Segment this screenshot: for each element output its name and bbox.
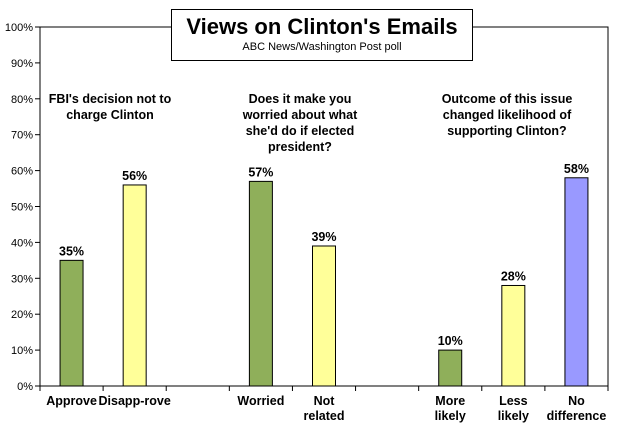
bar-1 xyxy=(122,184,147,387)
bar-2 xyxy=(248,180,273,387)
category-label-6: No difference xyxy=(547,394,607,423)
chart-title-box: Views on Clinton's Emails ABC News/Washi… xyxy=(171,9,473,61)
y-tick-label: 10% xyxy=(11,345,33,357)
y-tick-label: 50% xyxy=(11,202,33,214)
y-tick-label: 90% xyxy=(11,58,33,70)
group-label-worried: Does it make you worried about what she'… xyxy=(242,92,358,154)
category-label-3: Not related xyxy=(304,394,345,423)
bar-0 xyxy=(59,259,84,387)
data-label-1: 56% xyxy=(122,169,147,183)
y-tick-label: 40% xyxy=(11,237,33,249)
group-label-fbi: FBI's decision not to charge Clinton xyxy=(48,92,172,122)
data-label-0: 35% xyxy=(59,244,84,258)
bar-4 xyxy=(438,349,463,387)
y-tick-label: 100% xyxy=(5,22,33,34)
data-label-5: 28% xyxy=(501,269,526,283)
category-label-4: More likely xyxy=(435,394,466,423)
data-label-6: 58% xyxy=(564,162,589,176)
chart-subtitle: ABC News/Washington Post poll xyxy=(242,41,402,53)
data-label-4: 10% xyxy=(438,334,463,348)
data-label-2: 57% xyxy=(248,165,273,179)
chart-title: Views on Clinton's Emails xyxy=(186,14,458,39)
category-label-0: Approve xyxy=(46,394,97,408)
bar-6 xyxy=(564,177,589,387)
category-label-1: Disapp-rove xyxy=(99,394,171,408)
y-tick-label: 0% xyxy=(17,381,33,393)
category-label-5: Less likely xyxy=(498,394,529,423)
data-label-3: 39% xyxy=(311,230,336,244)
bar-3 xyxy=(312,245,336,387)
y-tick-label: 30% xyxy=(11,273,33,285)
y-tick-label: 70% xyxy=(11,130,33,142)
y-tick-label: 60% xyxy=(11,166,33,178)
y-tick-label: 80% xyxy=(11,94,33,106)
category-label-2: Worried xyxy=(237,394,284,408)
bar-5 xyxy=(501,284,526,387)
y-tick-label: 20% xyxy=(11,309,33,321)
group-label-outcome: Outcome of this issue changed likelihood… xyxy=(441,92,573,138)
